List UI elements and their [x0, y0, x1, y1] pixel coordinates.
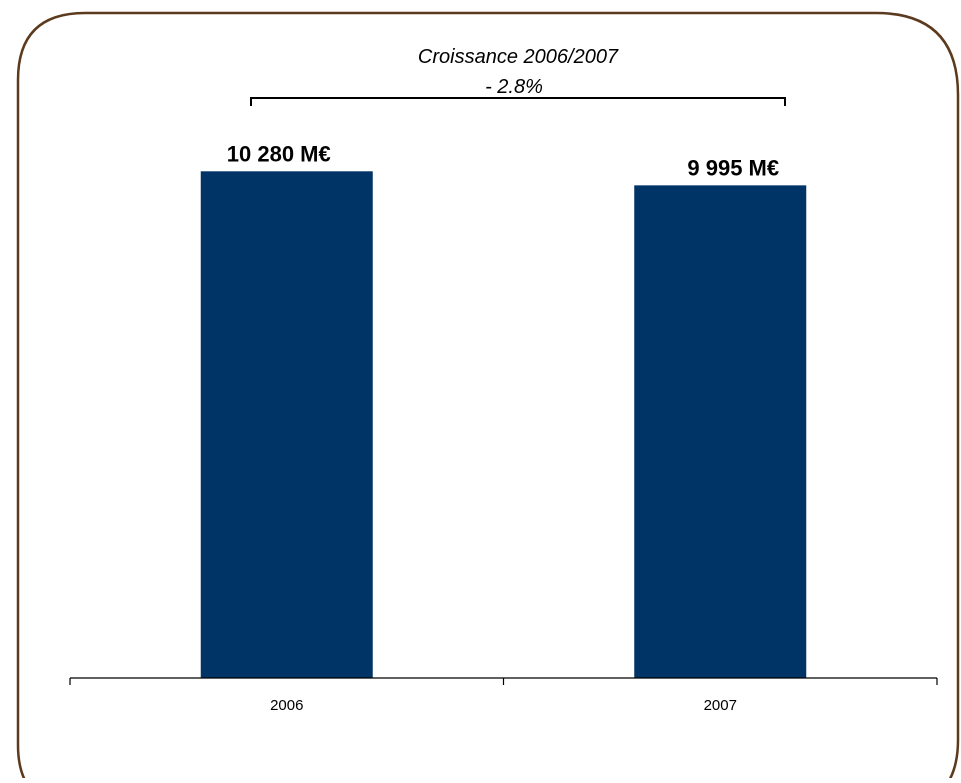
x-tick-label-2007: 2007: [704, 697, 737, 714]
growth-bracket: [250, 97, 786, 106]
data-label-2007: 9 995 M€: [687, 155, 779, 180]
data-label-2006: 10 280 M€: [227, 141, 331, 166]
x-axis-ticks: 2006 2007: [69, 678, 938, 714]
bar-2006: [200, 171, 373, 678]
bars-group: 10 280 M€ 9 995 M€: [200, 141, 807, 679]
growth-annotation-value: - 2.8%: [485, 76, 543, 98]
chart-frame: [16, 11, 960, 783]
x-tick-label-2006: 2006: [270, 697, 303, 714]
growth-annotation-title: Croissance 2006/2007: [418, 46, 619, 68]
bar-2007: [634, 185, 807, 679]
